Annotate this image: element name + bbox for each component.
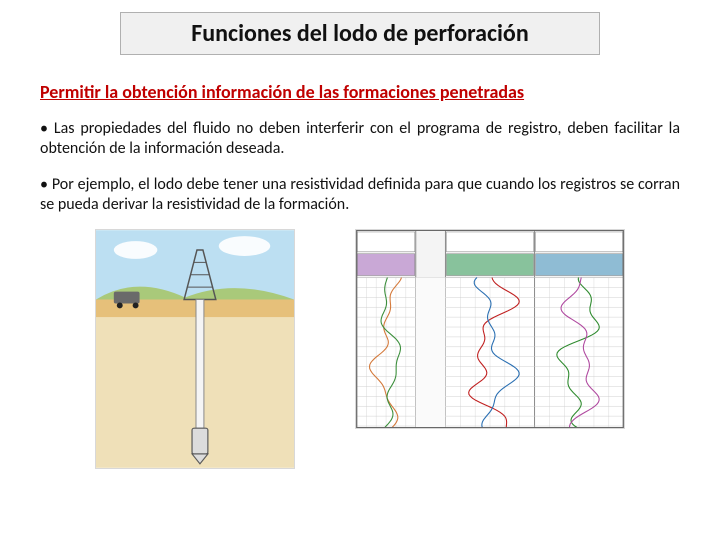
figure-row xyxy=(40,229,680,469)
well-log-chart xyxy=(355,229,625,429)
drilling-rig-illustration xyxy=(95,229,295,469)
paragraph-2: • Por ejemplo, el lodo debe tener una re… xyxy=(40,175,680,215)
paragraph-1: • Las propiedades del fluido no deben in… xyxy=(40,119,680,159)
title-bar: Funciones del lodo de perforación xyxy=(120,12,600,55)
page-title: Funciones del lodo de perforación xyxy=(131,19,589,48)
subtitle: Permitir la obtención información de las… xyxy=(40,81,680,103)
